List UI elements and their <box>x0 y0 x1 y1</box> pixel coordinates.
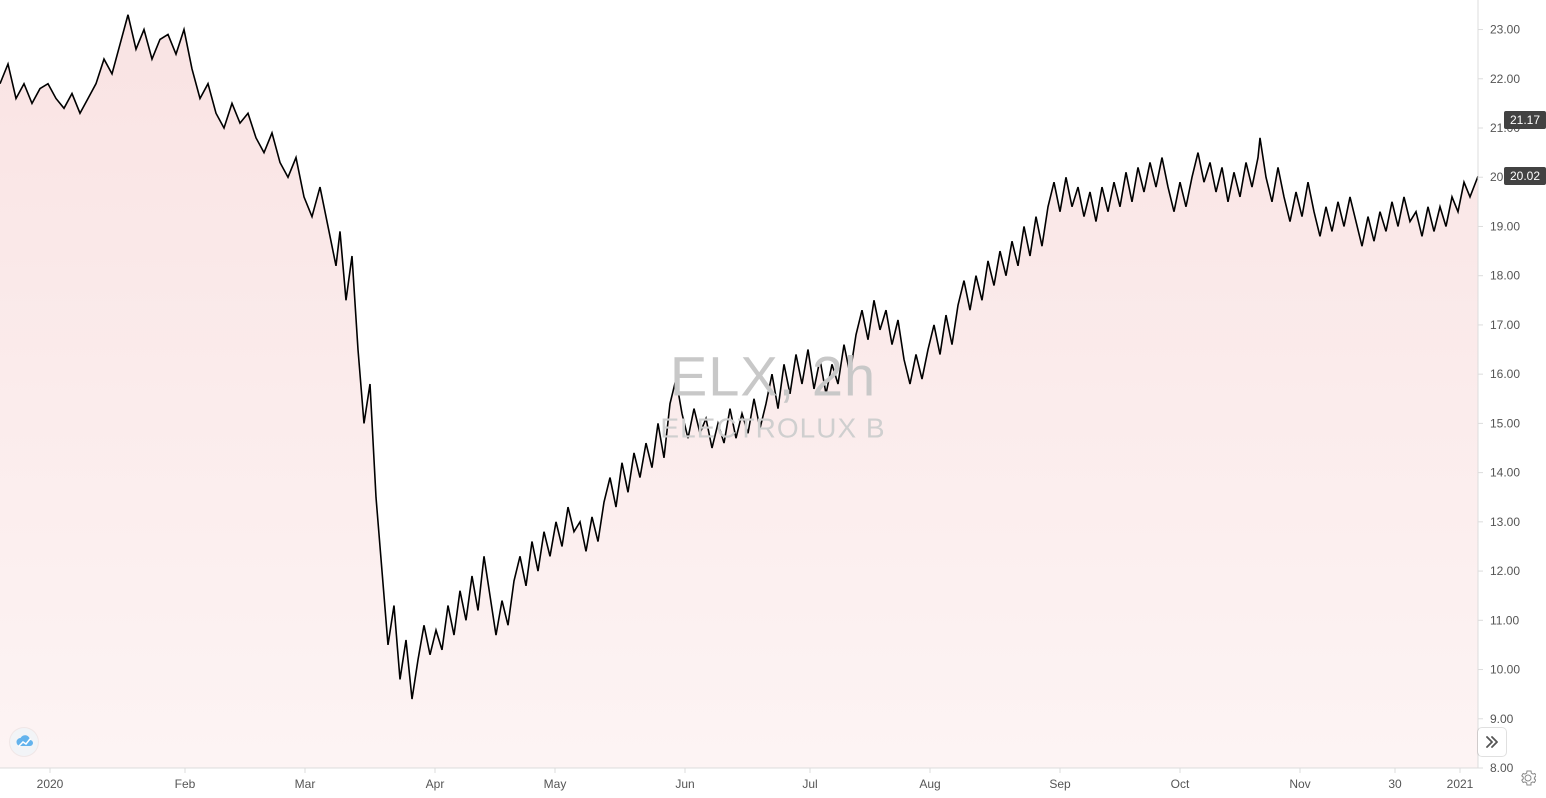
chart-svg[interactable]: 8.00 9.00 10.00 11.00 12.00 13.00 14.00 15.00 16… <box>0 0 1546 798</box>
gear-icon <box>1520 770 1536 786</box>
price-tag: 21.17 <box>1504 111 1546 129</box>
x-tick-label: Jul <box>802 777 817 791</box>
y-tick-label: 23.00 <box>1490 23 1520 37</box>
y-tick-label: 13.00 <box>1490 515 1520 529</box>
y-tick-label: 19.00 <box>1490 219 1520 233</box>
y-tick-label: 16.00 <box>1490 367 1520 381</box>
y-tick-label: 10.00 <box>1490 663 1520 677</box>
y-tick-label: 22.00 <box>1490 72 1520 86</box>
x-tick-label: Mar <box>295 777 316 791</box>
x-tick-label: Aug <box>919 777 940 791</box>
price-area <box>0 15 1478 768</box>
x-tick-label: Sep <box>1049 777 1071 791</box>
x-tick-label: Jun <box>675 777 694 791</box>
scroll-to-latest-button[interactable] <box>1478 728 1506 756</box>
x-tick-label: Apr <box>426 777 445 791</box>
x-tick-label: Feb <box>175 777 196 791</box>
chart-settings-button[interactable] <box>1518 768 1538 788</box>
cloud-icon <box>15 735 33 749</box>
x-tick-label: 30 <box>1388 777 1402 791</box>
x-tick-label: 2020 <box>37 777 64 791</box>
y-tick-label: 9.00 <box>1490 712 1514 726</box>
stock-chart[interactable]: ELX, 2h ELECTROLUX B 8.009.0010.0011.001… <box>0 0 1546 798</box>
y-tick-label: 15.00 <box>1490 416 1520 430</box>
x-tick-label: Nov <box>1289 777 1310 791</box>
tradingview-logo-button[interactable] <box>10 728 38 756</box>
y-tick-label: 17.00 <box>1490 318 1520 332</box>
y-tick-label: 14.00 <box>1490 466 1520 480</box>
x-tick-label: May <box>544 777 567 791</box>
x-tick-label: 2021 <box>1447 777 1474 791</box>
y-tick-label: 12.00 <box>1490 564 1520 578</box>
double-chevron-right-icon <box>1485 736 1499 748</box>
y-tick-label: 8.00 <box>1490 761 1514 775</box>
price-tag: 20.02 <box>1504 167 1546 185</box>
y-tick-label: 11.00 <box>1490 613 1519 627</box>
y-tick-label: 18.00 <box>1490 269 1520 283</box>
x-tick-label: Oct <box>1171 777 1190 791</box>
